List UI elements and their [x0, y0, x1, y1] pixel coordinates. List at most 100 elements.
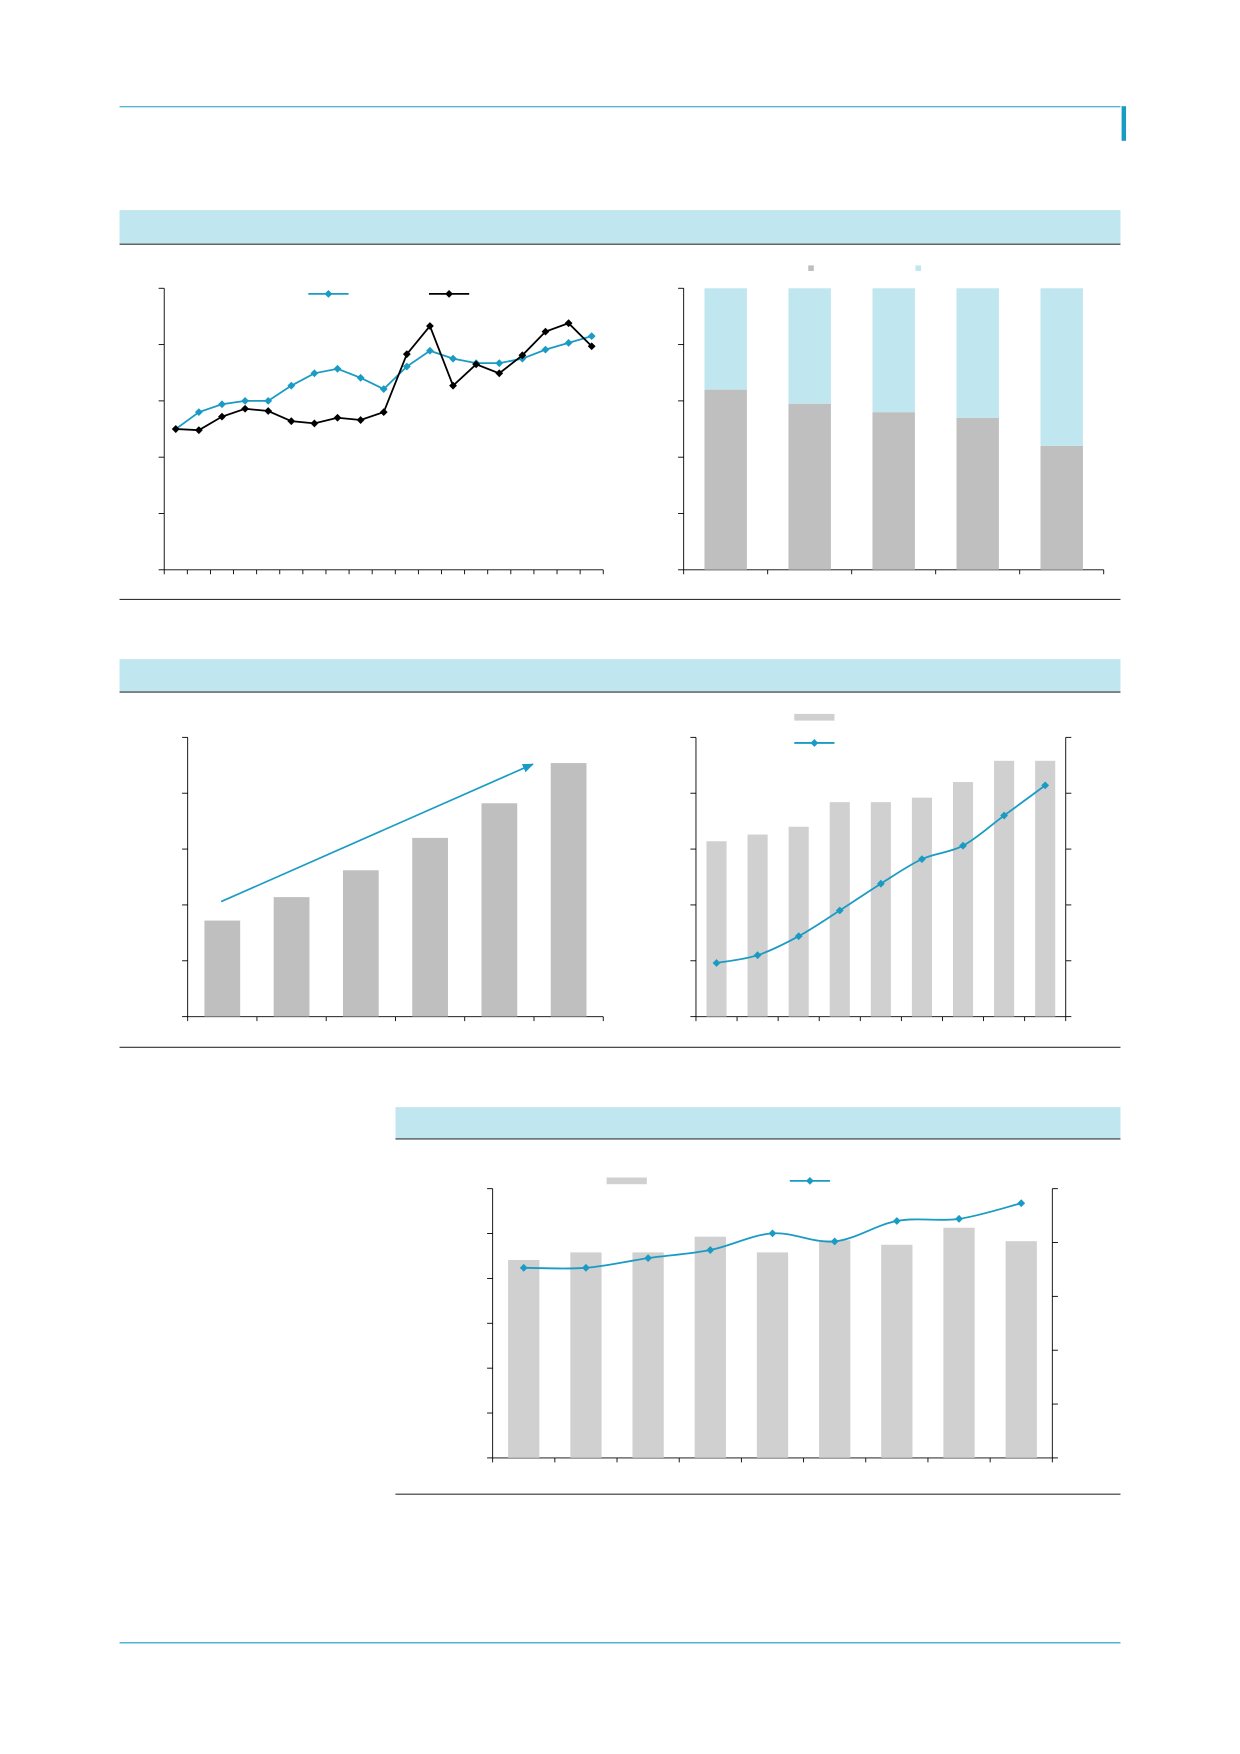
bar	[412, 837, 448, 1017]
point	[472, 360, 481, 369]
point	[356, 373, 365, 382]
point	[241, 396, 249, 405]
point	[876, 879, 885, 888]
point	[955, 1214, 963, 1223]
point	[835, 906, 844, 915]
bar-segment	[956, 417, 999, 570]
point	[495, 369, 504, 378]
bar	[570, 1252, 602, 1458]
point	[587, 332, 596, 341]
bar-segment	[704, 288, 747, 390]
bar	[994, 760, 1015, 1017]
legend-swatch	[445, 289, 453, 298]
point	[310, 419, 319, 428]
point	[706, 1246, 715, 1254]
bar-segment	[872, 288, 915, 413]
point	[310, 369, 319, 378]
legend-swatch	[794, 713, 835, 721]
section-header	[395, 1107, 1121, 1139]
point	[218, 412, 226, 421]
point	[379, 385, 388, 393]
point	[287, 381, 296, 390]
point	[194, 426, 203, 435]
point	[356, 416, 365, 424]
point	[712, 959, 721, 967]
point	[918, 855, 926, 864]
bar	[204, 920, 241, 1017]
point	[333, 364, 342, 373]
bar	[952, 782, 974, 1017]
point	[426, 322, 434, 330]
point	[402, 362, 411, 371]
point	[218, 400, 226, 409]
section-header	[119, 210, 1121, 244]
legend-swatch	[810, 739, 819, 747]
bar-segment	[788, 288, 831, 404]
point	[1041, 781, 1050, 790]
legend-swatch	[606, 1177, 647, 1185]
legend-swatch	[915, 265, 922, 271]
point	[1000, 811, 1009, 820]
bar	[911, 797, 932, 1017]
point	[582, 1263, 590, 1272]
bar	[694, 1236, 726, 1458]
point	[794, 932, 803, 941]
header-tab	[1121, 106, 1127, 141]
point	[587, 342, 596, 351]
bar-segment	[956, 288, 999, 418]
point	[519, 1263, 528, 1272]
point	[830, 1237, 839, 1246]
bar-segment	[872, 412, 915, 570]
point	[518, 351, 527, 360]
trend-arrow	[220, 763, 534, 903]
point	[564, 319, 573, 328]
point	[1017, 1199, 1026, 1208]
point	[753, 951, 762, 960]
point	[287, 417, 296, 426]
point	[241, 404, 249, 413]
bar	[943, 1227, 975, 1458]
point	[426, 346, 434, 355]
point	[171, 425, 180, 433]
point	[402, 350, 411, 359]
point	[892, 1217, 901, 1225]
point	[449, 381, 457, 390]
bar	[706, 841, 727, 1017]
point	[264, 396, 273, 405]
point	[449, 354, 457, 363]
bar	[819, 1240, 851, 1458]
bar	[508, 1260, 540, 1458]
bar-segment	[788, 403, 831, 570]
bar	[273, 897, 310, 1017]
bar	[881, 1244, 913, 1458]
point	[194, 408, 203, 417]
point	[379, 408, 388, 417]
bar-segment	[1040, 445, 1083, 570]
bar	[1005, 1241, 1037, 1458]
bar	[756, 1252, 789, 1458]
bar	[1035, 760, 1056, 1017]
bar	[342, 870, 379, 1017]
bar-segment	[704, 389, 747, 570]
section-header	[119, 659, 1121, 692]
point	[495, 359, 504, 368]
bar	[481, 803, 518, 1017]
point	[959, 841, 967, 850]
legend-swatch	[324, 289, 333, 298]
point	[644, 1254, 653, 1263]
point	[541, 345, 550, 354]
point	[264, 407, 273, 415]
bar-segment	[1040, 288, 1083, 446]
bar	[550, 763, 587, 1017]
point	[768, 1229, 777, 1238]
point	[541, 327, 550, 336]
legend-swatch	[806, 1176, 814, 1185]
bar	[870, 802, 891, 1017]
bar	[747, 834, 768, 1017]
bar	[632, 1252, 664, 1458]
point	[333, 413, 342, 422]
bar	[788, 826, 809, 1017]
point	[564, 338, 573, 347]
